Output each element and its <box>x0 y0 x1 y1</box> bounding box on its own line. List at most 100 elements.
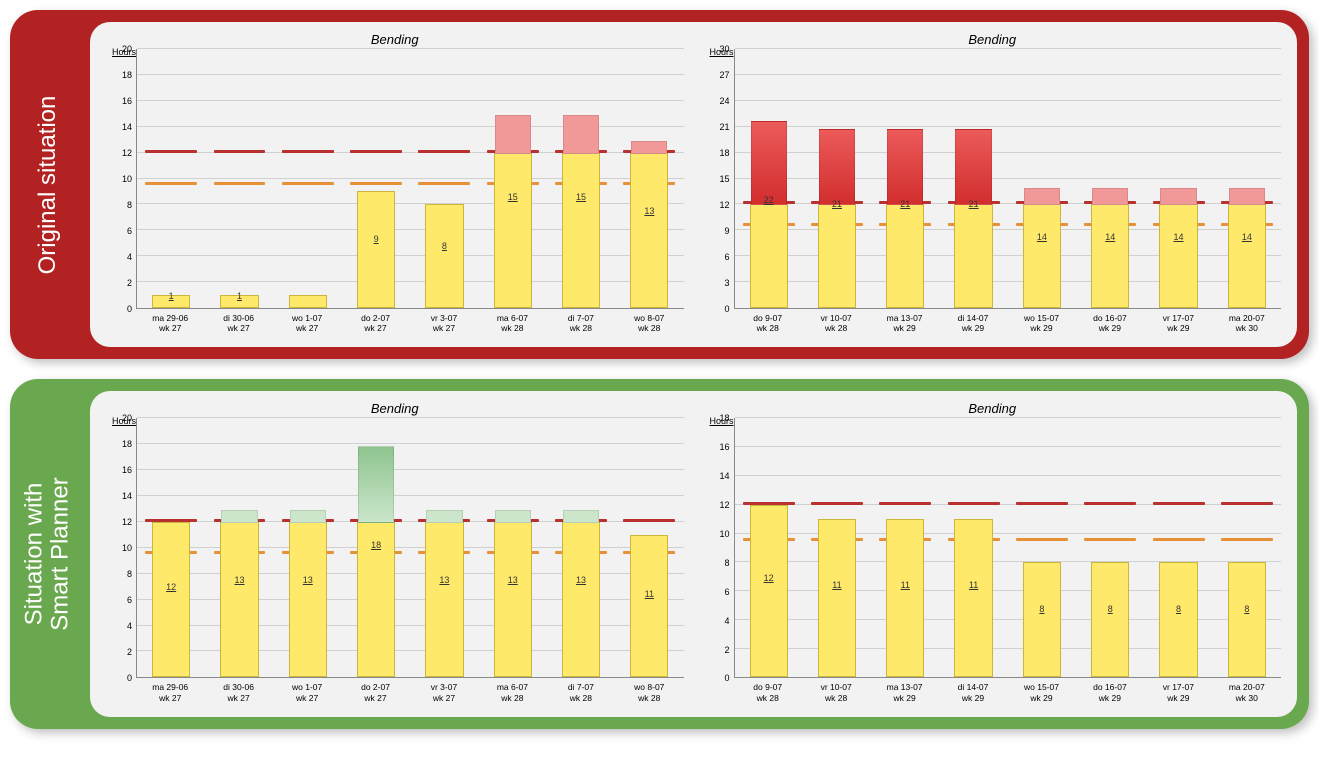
bar-value-label: 13 <box>439 575 449 585</box>
bar-slot: 14 <box>1008 49 1076 308</box>
bar-overflow <box>495 115 531 153</box>
bar-overflow <box>221 510 257 523</box>
bar-slot: 12 <box>137 418 205 677</box>
y-tick: 0 <box>724 673 729 683</box>
x-label: do 9-07wk 28 <box>734 682 802 702</box>
x-label: di 30-06wk 27 <box>204 682 272 702</box>
red-limit-line <box>948 502 1000 505</box>
y-tick: 6 <box>127 595 132 605</box>
bar: 8 <box>1228 562 1266 677</box>
chart-title: Bending <box>106 401 684 416</box>
y-tick: 8 <box>724 558 729 568</box>
bar: 8 <box>1159 562 1197 677</box>
bar-slot: 21 <box>803 49 871 308</box>
bar-value-label: 8 <box>1108 604 1113 614</box>
bar-slot: 1 <box>205 49 273 308</box>
y-tick: 30 <box>719 44 729 54</box>
bar: 1 <box>220 295 258 308</box>
bar-yellow: 11 <box>886 519 924 677</box>
bar-overflow <box>358 446 394 523</box>
x-label: wo 15-07wk 29 <box>1007 682 1075 702</box>
bar-slot: 11 <box>803 418 871 677</box>
orange-limit-line <box>214 182 266 185</box>
x-label: di 14-07wk 29 <box>939 313 1007 333</box>
x-label: do 2-07wk 27 <box>341 313 409 333</box>
bar-overflow <box>631 141 667 154</box>
bar-yellow: 14 <box>1023 204 1061 308</box>
bar: 13 <box>289 522 327 677</box>
bar-overflow <box>955 129 991 205</box>
y-tick: 14 <box>719 471 729 481</box>
orange-limit-line <box>418 182 470 185</box>
x-label: ma 29-06wk 27 <box>136 313 204 333</box>
bar-yellow: 11 <box>630 535 668 677</box>
bar: 14 <box>1023 204 1061 308</box>
bar: 18 <box>357 522 395 677</box>
bar: 13 <box>425 522 463 677</box>
red-limit-line <box>214 150 266 153</box>
bar-slot: 11 <box>615 418 683 677</box>
y-tick: 10 <box>719 529 729 539</box>
bar-slot: 9 <box>342 49 410 308</box>
y-tick: 9 <box>724 226 729 236</box>
y-tick: 2 <box>127 278 132 288</box>
bar-yellow: 13 <box>289 522 327 677</box>
y-tick: 0 <box>127 304 132 314</box>
y-tick: 18 <box>719 413 729 423</box>
bar-value-label: 11 <box>832 580 841 590</box>
plot-area: 121111118888 <box>734 418 1282 678</box>
x-axis-labels: ma 29-06wk 27di 30-06wk 27wo 1-07wk 27do… <box>136 313 684 333</box>
x-label: di 7-07wk 28 <box>547 682 615 702</box>
orange-limit-line <box>282 182 334 185</box>
x-label: wo 15-07wk 29 <box>1007 313 1075 333</box>
bar-yellow: 13 <box>425 522 463 677</box>
bar-overflow <box>290 510 326 523</box>
bar-slot: 11 <box>939 418 1007 677</box>
red-limit-line <box>1221 502 1273 505</box>
y-tick: 27 <box>719 70 729 80</box>
bar-slot: 13 <box>410 418 478 677</box>
y-tick: 4 <box>127 252 132 262</box>
bar-yellow: 8 <box>425 204 463 308</box>
x-label: di 7-07wk 28 <box>547 313 615 333</box>
x-label: ma 13-07wk 29 <box>870 313 938 333</box>
y-tick: 18 <box>122 439 132 449</box>
bar-overflow <box>563 115 599 153</box>
bar-value-label: 14 <box>1105 232 1115 242</box>
x-label: ma 20-07wk 30 <box>1213 313 1281 333</box>
bar-yellow: 18 <box>357 522 395 677</box>
charts-container: BendingHours0246810121416182012131318131… <box>90 391 1297 716</box>
bar-value-label: 11 <box>645 589 654 599</box>
y-tick: 15 <box>719 174 729 184</box>
bar-yellow: 9 <box>357 191 395 308</box>
bar-yellow: 1 <box>220 295 258 308</box>
red-limit-line <box>145 150 197 153</box>
bar-yellow: 14 <box>1228 204 1266 308</box>
bar: 14 <box>1091 204 1129 308</box>
bars-row: 2221212114141414 <box>735 49 1282 308</box>
bar-value-label: 21 <box>900 199 910 209</box>
chart-area: Hours024681012141618201213131813131311 <box>106 418 684 678</box>
x-label: ma 13-07wk 29 <box>870 682 938 702</box>
bar-value-label: 14 <box>1242 232 1252 242</box>
y-tick: 0 <box>127 673 132 683</box>
bar: 13 <box>562 522 600 677</box>
bar-slot: 18 <box>342 418 410 677</box>
bar: 12 <box>152 522 190 677</box>
bar-overflow <box>1024 188 1060 205</box>
bar-value-label: 15 <box>576 192 586 202</box>
y-tick: 12 <box>122 148 132 158</box>
bar-yellow: 14 <box>1159 204 1197 308</box>
bar-yellow: 22 <box>750 204 788 308</box>
x-label: ma 20-07wk 30 <box>1213 682 1281 702</box>
bar-overflow <box>887 129 923 205</box>
plot-area: 2221212114141414 <box>734 49 1282 309</box>
bar-yellow: 1 <box>152 295 190 308</box>
bar: 1 <box>152 295 190 308</box>
bar: 11 <box>818 519 856 677</box>
y-tick: 4 <box>127 621 132 631</box>
chart: BendingHours024681012141618121111118888d… <box>704 401 1282 702</box>
bar-yellow: 8 <box>1091 562 1129 677</box>
bar-yellow: 8 <box>1228 562 1266 677</box>
bar-yellow: 21 <box>818 204 856 308</box>
